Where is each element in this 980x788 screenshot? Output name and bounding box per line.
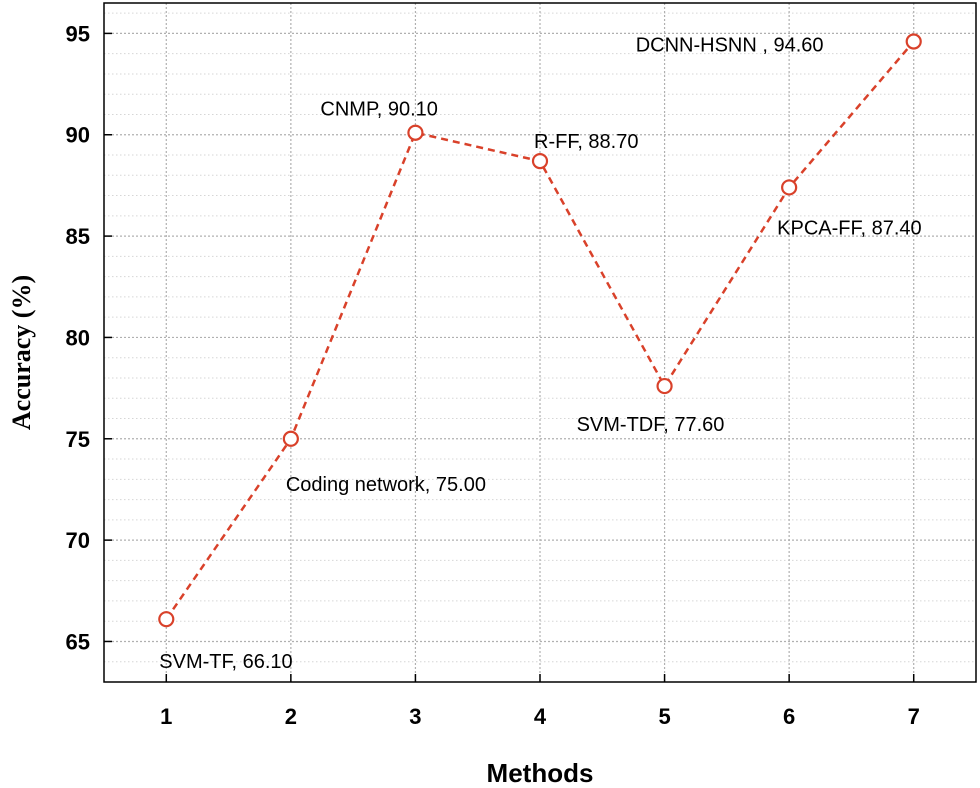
y-tick-label: 85 — [66, 224, 90, 249]
data-point — [282, 430, 299, 447]
y-axis-title: Accuracy (%) — [7, 275, 36, 430]
y-tick-label: 80 — [66, 325, 90, 350]
y-tick-label: 90 — [66, 123, 90, 148]
x-tick-label: 2 — [285, 704, 297, 729]
data-label: DCNN-HSNN , 94.60 — [636, 35, 824, 57]
x-axis-title: Methods — [487, 758, 594, 788]
x-tick-label: 1 — [160, 704, 172, 729]
data-label: SVM-TDF, 77.60 — [577, 414, 725, 436]
y-tick-label: 65 — [66, 629, 90, 654]
data-label: Coding network, 75.00 — [286, 474, 486, 496]
y-tick-label: 95 — [66, 21, 90, 46]
series — [158, 33, 922, 628]
x-axis: 1 2 3 4 5 6 7 — [160, 674, 920, 729]
data-label: R-FF, 88.70 — [534, 131, 638, 153]
x-tick-label: 5 — [658, 704, 670, 729]
grid — [104, 3, 976, 683]
data-point — [905, 33, 922, 50]
data-labels: SVM-TF, 66.10 Coding network, 75.00 CNMP, … — [159, 35, 921, 674]
data-point — [531, 152, 549, 170]
y-axis: 65 70 75 80 85 90 95 — [66, 21, 112, 654]
data-label: SVM-TF, 66.10 — [159, 651, 292, 673]
x-tick-label: 6 — [783, 704, 795, 729]
x-tick-label: 3 — [409, 704, 421, 729]
x-tick-label: 7 — [908, 704, 920, 729]
data-point — [407, 124, 424, 141]
data-point — [656, 377, 673, 395]
y-tick-label: 70 — [66, 528, 90, 553]
x-tick-label: 4 — [534, 704, 547, 729]
y-tick-label: 75 — [66, 427, 90, 452]
data-point — [158, 611, 175, 628]
data-point — [781, 179, 798, 196]
data-label: KPCA-FF, 87.40 — [777, 217, 922, 239]
data-label: CNMP, 90.10 — [320, 99, 437, 121]
